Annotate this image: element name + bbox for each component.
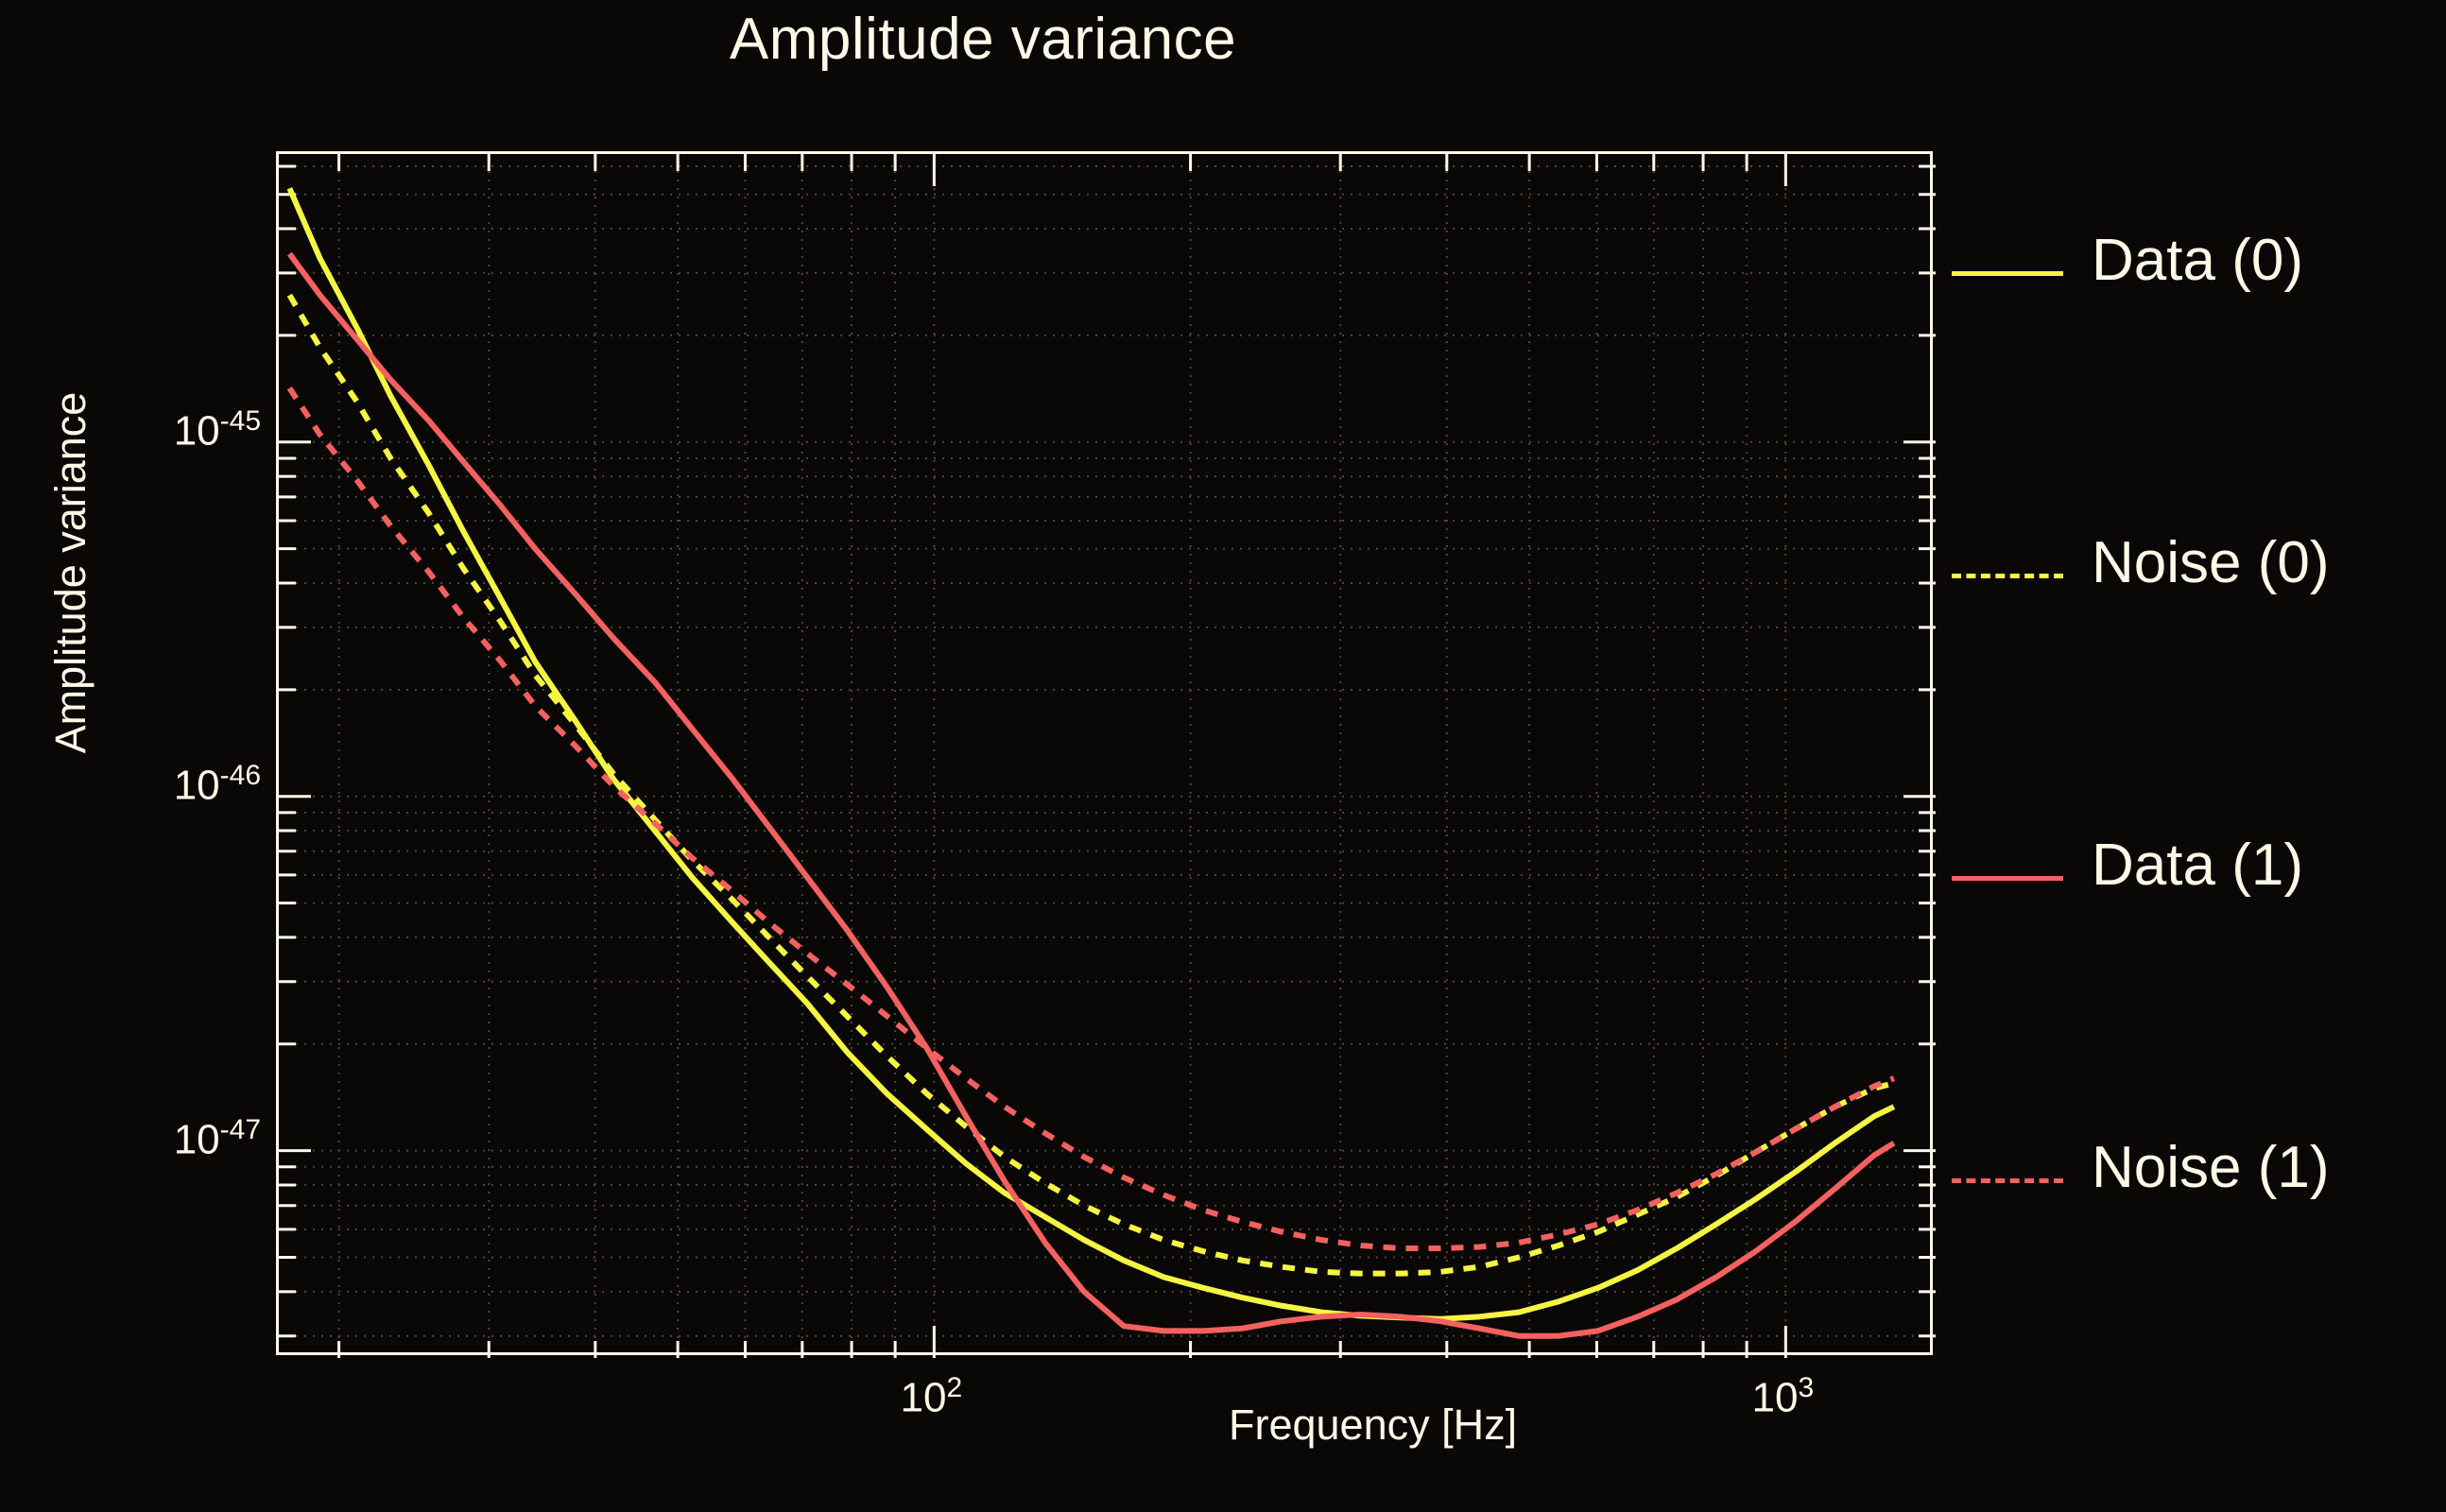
x-axis-title: Frequency [Hz] bbox=[1229, 1400, 1518, 1449]
legend-line-sample bbox=[1952, 1178, 2063, 1183]
legend-line-sample bbox=[1952, 271, 2063, 276]
x-tick-exponent: 3 bbox=[1798, 1372, 1815, 1403]
legend-line-sample bbox=[1952, 876, 2063, 881]
x-tick-exponent: 2 bbox=[946, 1372, 963, 1403]
legend: Data (0) Noise (0) Data (1) Noise (1) bbox=[1952, 232, 2443, 1197]
x-tick-mantissa: 10 bbox=[1751, 1374, 1799, 1421]
x-tick-label: 102 bbox=[836, 1372, 1025, 1422]
legend-label: Noise (0) bbox=[2092, 530, 2330, 595]
legend-label: Noise (1) bbox=[2092, 1135, 2330, 1200]
x-tick-mantissa: 10 bbox=[900, 1374, 947, 1421]
series-line-noise-1 bbox=[286, 387, 1895, 1252]
grid-lines bbox=[279, 154, 1936, 1358]
legend-label: Data (1) bbox=[2092, 833, 2303, 898]
series-line-noise-0 bbox=[286, 293, 1895, 1277]
legend-label: Data (0) bbox=[2092, 228, 2303, 293]
plot-canvas bbox=[279, 154, 1936, 1358]
y-tick-label: 10-46 bbox=[91, 760, 261, 810]
series-line-data-0 bbox=[286, 187, 1896, 1322]
legend-entry[interactable]: Data (1) bbox=[1952, 836, 2443, 912]
y-tick-exponent: -47 bbox=[219, 1113, 261, 1145]
legend-entry[interactable]: Noise (1) bbox=[1952, 1139, 2443, 1214]
legend-entry[interactable]: Noise (0) bbox=[1952, 534, 2443, 610]
x-tick-label: 103 bbox=[1688, 1372, 1877, 1422]
series-line-data-1 bbox=[286, 251, 1896, 1339]
y-tick-label: 10-47 bbox=[91, 1114, 261, 1164]
axis-tick-marks bbox=[279, 154, 1936, 1358]
plot-area bbox=[276, 151, 1936, 1358]
y-tick-mantissa: 10 bbox=[173, 407, 220, 455]
y-tick-label: 10-45 bbox=[91, 405, 261, 455]
y-tick-mantissa: 10 bbox=[173, 762, 220, 809]
data-series-group bbox=[286, 187, 1896, 1339]
y-tick-exponent: -45 bbox=[219, 404, 261, 437]
legend-line-sample bbox=[1952, 574, 2063, 578]
legend-entry[interactable]: Data (0) bbox=[1952, 232, 2443, 307]
y-tick-exponent: -46 bbox=[219, 759, 261, 791]
y-axis-title: Amplitude variance bbox=[46, 391, 95, 754]
y-tick-mantissa: 10 bbox=[173, 1116, 220, 1163]
page-title: Amplitude variance bbox=[729, 7, 1237, 72]
